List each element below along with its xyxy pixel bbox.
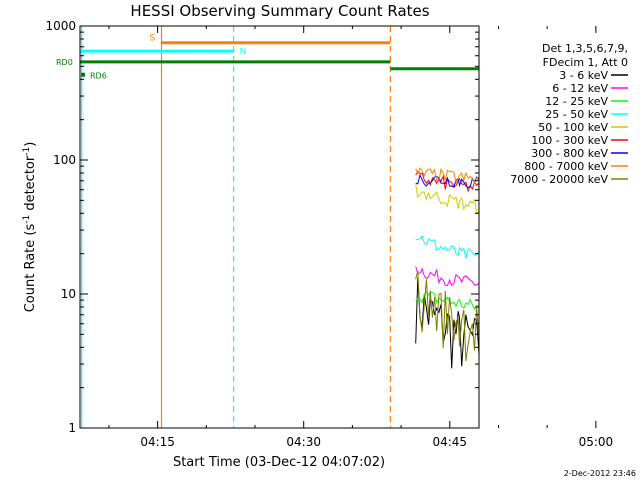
legend-header-line-1: Det 1,3,5,6,7,9, — [542, 42, 628, 55]
y-tick-label: 1 — [68, 421, 76, 435]
vertical-markers — [81, 26, 391, 428]
x-tick-label: 04:15 — [140, 435, 175, 449]
plot-frame — [79, 25, 480, 429]
x-axis-label: Start Time (03-Dec-12 04:07:02) — [173, 455, 385, 470]
x-tick-label: 05:00 — [579, 435, 614, 449]
flag-bars: S N RD0 RD6 — [56, 34, 479, 81]
legend-entry-label: 300 - 800 keV — [531, 147, 608, 160]
legend: Det 1,3,5,6,7,9, FDecim 1, Att 0 3 - 6 k… — [510, 42, 628, 186]
rd6-marker — [81, 72, 85, 77]
x-tick-label: 04:30 — [286, 435, 321, 449]
y-tick-label: 100 — [53, 153, 76, 167]
legend-entry-label: 3 - 6 keV — [559, 69, 608, 82]
flag-bar-label: RD0 — [56, 58, 73, 67]
series-line — [415, 270, 480, 398]
y-tick-label: 10 — [61, 287, 76, 301]
plot-area: S N RD0 RD6 04:1504:3004:4505:0005:1505:300… — [45, 19, 614, 449]
axis-ticks: 04:1504:3004:4505:0005:1505:3005:4511010… — [45, 19, 614, 449]
x-tick-label: 04:45 — [432, 435, 467, 449]
legend-entry-label: 50 - 100 keV — [538, 121, 608, 134]
footer-timestamp: 2-Dec-2012 23:46 — [564, 469, 636, 478]
flag-bar-label: N — [240, 47, 247, 57]
legend-header-line-2: FDecim 1, Att 0 — [543, 56, 628, 69]
legend-entry-label: 7000 - 20000 keV — [510, 173, 608, 186]
y-tick-label: 1000 — [45, 19, 76, 33]
y-axis-label: Count Rate (s-1 detector-1) — [22, 142, 38, 313]
legend-entry-label: 25 - 50 keV — [545, 108, 608, 121]
chart-title: HESSI Observing Summary Count Rates — [130, 2, 429, 20]
series-lines — [415, 153, 480, 424]
legend-entry-label: 100 - 300 keV — [531, 134, 608, 147]
flag-bar-label: RD6 — [90, 72, 107, 81]
legend-entry-label: 800 - 7000 keV — [524, 160, 608, 173]
legend-entry-label: 12 - 25 keV — [545, 95, 608, 108]
series-line — [415, 234, 480, 280]
series-line — [415, 184, 480, 231]
flag-bar-label: S — [150, 34, 156, 44]
legend-entry-label: 6 - 12 keV — [552, 82, 608, 95]
